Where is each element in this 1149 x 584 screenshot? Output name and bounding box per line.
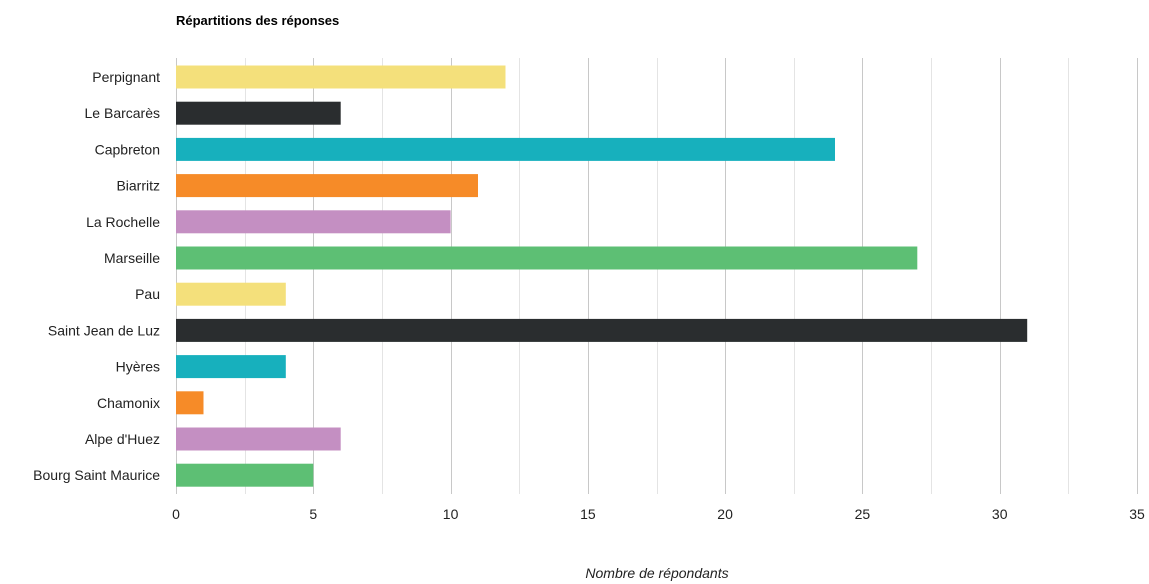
bar[interactable]: [176, 318, 1028, 342]
bar[interactable]: [176, 355, 286, 379]
x-tick-label: 35: [1129, 506, 1145, 522]
bar[interactable]: [176, 246, 918, 270]
category-label: Saint Jean de Luz: [48, 322, 160, 338]
category-label: Alpe d'Huez: [85, 431, 160, 447]
category-label: Marseille: [104, 250, 160, 266]
bar[interactable]: [176, 65, 506, 89]
category-label: Hyères: [116, 359, 160, 375]
gridlines: [176, 58, 1138, 494]
category-label: Biarritz: [116, 178, 160, 194]
chart-title: Répartitions des réponses: [176, 13, 339, 28]
category-label: Le Barcarès: [85, 105, 160, 121]
x-tick-labels: 0 5 10 15 20 25 30 35: [172, 506, 1145, 522]
bars: [176, 65, 1028, 487]
category-label: Perpignant: [92, 69, 160, 85]
bar[interactable]: [176, 174, 478, 198]
bar[interactable]: [176, 137, 835, 161]
bar[interactable]: [176, 101, 341, 125]
category-label: La Rochelle: [86, 214, 160, 230]
x-tick-label: 0: [172, 506, 180, 522]
x-tick-label: 10: [443, 506, 459, 522]
x-tick-label: 5: [309, 506, 317, 522]
bar[interactable]: [176, 427, 341, 451]
x-tick-label: 25: [855, 506, 871, 522]
category-label: Bourg Saint Maurice: [33, 467, 160, 483]
bar[interactable]: [176, 391, 204, 415]
bar[interactable]: [176, 210, 451, 234]
x-axis-title: Nombre de répondants: [585, 565, 728, 581]
bar[interactable]: [176, 463, 314, 487]
category-label: Pau: [135, 286, 160, 302]
x-tick-label: 20: [717, 506, 733, 522]
category-label: Capbreton: [95, 141, 160, 157]
x-tick-label: 30: [992, 506, 1008, 522]
bar[interactable]: [176, 282, 286, 306]
category-labels: Perpignant Le Barcarès Capbreton Biarritz La…: [33, 69, 160, 483]
category-label: Chamonix: [97, 395, 160, 411]
x-tick-label: 15: [580, 506, 596, 522]
